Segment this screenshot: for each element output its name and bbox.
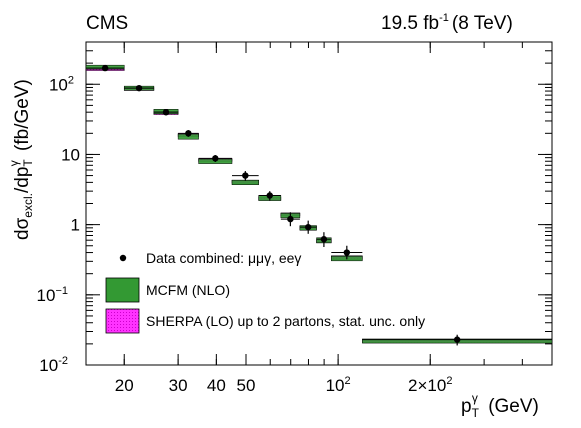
y-tick-label: 1 bbox=[71, 216, 80, 235]
data-point bbox=[305, 223, 312, 231]
legend-label: Data combined: μμγ, eeγ bbox=[146, 250, 301, 266]
legend-label: MCFM (NLO) bbox=[146, 282, 230, 298]
data-point bbox=[320, 235, 328, 243]
legend-swatch bbox=[105, 277, 140, 303]
x-axis-title: pTγ (GeV) bbox=[461, 391, 539, 420]
data-point bbox=[266, 192, 273, 199]
data-point bbox=[185, 130, 192, 137]
experiment-label: CMS bbox=[86, 13, 128, 34]
x-tick-label: 30 bbox=[169, 376, 188, 395]
y-tick-label: 10−1 bbox=[37, 285, 68, 305]
data-point bbox=[343, 249, 351, 256]
x-tick-label: 20 bbox=[115, 376, 134, 395]
data-point bbox=[242, 172, 249, 179]
legend-label: SHERPA (LO) up to 2 partons, stat. unc. … bbox=[146, 313, 425, 329]
lumi-value: 19.5 fb bbox=[381, 13, 439, 34]
plot-area: 20 30 40 50 102 2×102 10-2 10−1 1 10 102 Data combi… bbox=[37, 41, 553, 395]
data-point bbox=[101, 64, 109, 72]
x-tick-label: 50 bbox=[237, 376, 256, 395]
y-tick-label: 102 bbox=[49, 74, 74, 94]
data-point bbox=[162, 108, 170, 116]
y-tick-label: 10-2 bbox=[39, 355, 68, 375]
data-point bbox=[212, 155, 219, 162]
lumi-exponent: -1 bbox=[439, 12, 449, 24]
x-tick-label: 102 bbox=[326, 375, 351, 395]
data-point bbox=[135, 84, 143, 92]
y-axis-title: dσexcl./dpTγ (fb/GeV) bbox=[7, 79, 35, 240]
data-point bbox=[287, 215, 294, 223]
lumi-label: 19.5 fb-1 (8 TeV) bbox=[381, 12, 513, 34]
data-point bbox=[453, 336, 461, 343]
legend-marker bbox=[119, 254, 127, 262]
x-tick-label: 2×102 bbox=[408, 375, 452, 395]
legend-swatch bbox=[105, 308, 140, 334]
y-tick-label: 10 bbox=[61, 145, 80, 164]
x-tick-label: 40 bbox=[207, 376, 226, 395]
lumi-energy: (8 TeV) bbox=[452, 13, 513, 34]
